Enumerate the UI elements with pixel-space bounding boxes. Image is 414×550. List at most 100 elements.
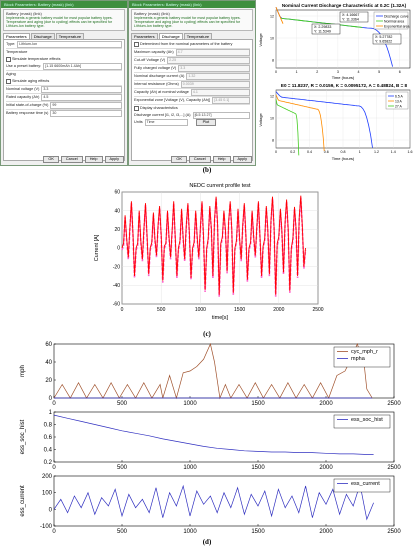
discharge-figure: Nominal Current Discharge Characteristic…	[256, 0, 414, 164]
discharge-param-input[interactable]: 2.25	[167, 56, 250, 64]
discharge-param-input[interactable]: 1.32	[186, 72, 250, 80]
x-tick-label: 0	[275, 70, 277, 74]
help-button[interactable]: Help	[212, 156, 231, 163]
panel-2-legend-label: ess_current	[351, 481, 380, 487]
simulate-aging-checkbox[interactable]	[6, 78, 11, 84]
dialog-titlebar[interactable]: Block Parameters: Battery (mask) (link)	[1, 1, 127, 8]
datatip-3[interactable]: X: 5.27782 Y: 9.65822	[372, 33, 402, 45]
tab-bar: Parameters Discharge Temperature	[131, 32, 253, 39]
discharge-param-label: Cut-off Voltage (V)	[134, 57, 166, 62]
legend-exponential-area: Exponential area	[384, 24, 410, 28]
temperature-section-label: Temperature	[6, 49, 28, 54]
tab-temperature[interactable]: Temperature	[183, 32, 213, 39]
exponential-area-curve	[275, 7, 284, 24]
discharge-top-xlabel: Time (hours)	[332, 75, 355, 80]
discharge-param-row: Exponential zone [Voltage (V), Capacity …	[134, 95, 250, 104]
discharge-param-input[interactable]: 4.1	[190, 88, 250, 96]
type-label: Type:	[6, 41, 16, 46]
panel-0-y-tick-label: 40	[45, 360, 52, 366]
panel-1-x-tick-label: 1500	[251, 465, 265, 471]
tab-temperature[interactable]: Temperature	[55, 32, 85, 39]
plot-button[interactable]: Plot	[195, 118, 217, 126]
panel-0-x-tick-label: 1000	[183, 401, 197, 407]
panel-2-x-tick-label: 1000	[183, 529, 197, 535]
legend-nominal-area: Nominal area	[384, 19, 404, 23]
nedc-x-tick-label: 2500	[312, 307, 323, 313]
x-tick-label: 2	[316, 70, 318, 74]
initial-soc-input[interactable]: 99	[50, 101, 122, 109]
nedc-y-tick-label: -60	[113, 302, 120, 308]
discharge-param-input[interactable]: [3.45 0.1]	[212, 96, 250, 104]
type-select[interactable]: Lithium-Ion	[17, 40, 122, 48]
panel-0-legend-label: mpha	[351, 356, 366, 362]
parameters-panel: Type: Lithium-Ion Temperature Simulate te…	[3, 38, 125, 161]
simulate-aging-label: Simulate aging effects	[12, 78, 50, 83]
nominal-voltage-input[interactable]: 3.3	[41, 85, 122, 93]
help-button[interactable]: Help	[84, 156, 103, 163]
display-characteristics-label: Display characteristics	[140, 105, 178, 110]
svg-text:Y: 11.3364: Y: 11.3364	[342, 18, 359, 22]
tab-discharge[interactable]: Discharge	[158, 32, 183, 39]
discharge-bottom-legend: 6.5 A 13 A 27 A	[385, 91, 409, 110]
nedc-x-tick-label: 1500	[234, 307, 245, 313]
datatip-2[interactable]: X: 2.29833 Y: 11.5349	[311, 23, 341, 35]
datatip-1[interactable]: X: 4.16667 Y: 11.3364	[339, 11, 369, 23]
nedc-y-tick-label: 40	[114, 208, 120, 214]
tab-parameters[interactable]: Parameters	[3, 32, 30, 39]
apply-button[interactable]: Apply	[104, 156, 124, 163]
legend-27A: 27 A	[395, 104, 403, 108]
discharge-current-input[interactable]: [6.5 13 27]	[192, 111, 250, 119]
panel-0-x-tick-label: 500	[117, 401, 128, 407]
discharge-param-label: Nominal discharge current (A)	[134, 73, 185, 78]
x-tick-label: 1	[296, 70, 298, 74]
ok-button[interactable]: OK	[171, 156, 187, 163]
discharge-param-row: Fully charged voltage (V) 3.3	[134, 63, 250, 72]
tab-discharge[interactable]: Discharge	[30, 32, 55, 39]
discharge-param-label: Internal resistance (Ohms)	[134, 81, 179, 86]
panel-1-x-tick-label: 2000	[319, 465, 333, 471]
discharge-bottom-xlabel: Time (hours)	[332, 156, 355, 161]
nedc-x-tick-label: 0	[121, 307, 124, 313]
panel-0-y-tick-label: 60	[45, 342, 52, 348]
simulate-temperature-checkbox[interactable]	[6, 56, 11, 62]
ok-button[interactable]: OK	[43, 156, 59, 163]
panel-0-legend	[333, 346, 391, 368]
discharge-figure-svg: Nominal Current Discharge Characteristic…	[258, 3, 413, 161]
preset-select[interactable]: [1.15 6600mAh 1.4Ah]	[43, 62, 122, 70]
panel-1-y-tick-label: 0.8	[44, 423, 53, 429]
discharge-param-input[interactable]: 0.0039	[180, 80, 250, 88]
nedc-y-tick-label: 20	[114, 227, 120, 233]
nedc-x-tick-label: 500	[157, 307, 166, 313]
panel-0-y-tick-label: 0	[49, 396, 53, 402]
panel-1-x-tick-label: 500	[117, 465, 128, 471]
x-tick-label: 0.2	[290, 150, 295, 154]
y-tick-label: 8	[272, 58, 274, 62]
apply-button[interactable]: Apply	[232, 156, 252, 163]
discharge-top-legend: Discharge curve Nominal area Exponential…	[373, 11, 410, 30]
panel-2-x-tick-label: 2000	[319, 529, 333, 535]
discharge-param-input[interactable]: 3.3	[178, 64, 250, 72]
discharge-param-label: Exponential zone [Voltage (V), Capacity …	[134, 97, 211, 102]
discharge-param-input[interactable]: 4.7	[175, 48, 250, 56]
dialog-titlebar[interactable]: Block Parameters: Battery (mask) (link)	[129, 1, 255, 8]
display-characteristics-checkbox[interactable]	[134, 105, 139, 111]
panel-0-series-0	[53, 342, 373, 400]
tab-bar: Parameters Discharge Temperature	[3, 32, 125, 39]
nedc-x-tick-label: 1000	[195, 307, 206, 313]
determined-checkbox[interactable]	[134, 41, 139, 47]
units-select[interactable]: Time	[144, 118, 188, 126]
panel-1-y-tick-label: 1	[49, 410, 53, 416]
y-tick-label: 10	[270, 36, 274, 40]
panel-1-x-tick-label: 0	[52, 465, 56, 471]
nedc-y-tick-label: 60	[114, 190, 120, 196]
tab-parameters[interactable]: Parameters	[131, 32, 158, 39]
cancel-button[interactable]: Cancel	[188, 156, 211, 163]
svg-text:Y: 9.65822: Y: 9.65822	[375, 40, 392, 44]
cancel-button[interactable]: Cancel	[60, 156, 83, 163]
rated-capacity-input[interactable]: 4.5	[41, 93, 122, 101]
x-tick-label: 5	[378, 70, 380, 74]
caption-c: (c)	[203, 330, 211, 338]
panel-1-y-tick-label: 0.2	[44, 460, 53, 466]
response-time-input[interactable]: 30	[50, 109, 122, 117]
panel-0-x-tick-label: 2000	[319, 401, 333, 407]
